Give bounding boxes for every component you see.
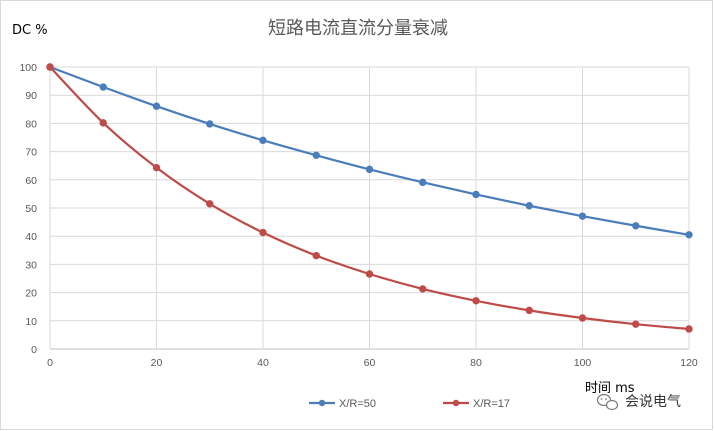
watermark: 会说电气: [596, 393, 681, 411]
legend-label: X/R=17: [473, 398, 510, 410]
tick-labels: 0 10 20 30 40 50 60 70 80 90 100 0 20 40 60 80 100 120: [19, 62, 697, 369]
data-point: [685, 325, 693, 333]
data-point: [578, 314, 587, 322]
series-layer: [46, 63, 693, 333]
legend-item: X/R=50: [309, 398, 376, 410]
x-tick-label: 120: [680, 357, 698, 369]
data-point: [312, 251, 320, 260]
data-point: [525, 306, 533, 315]
data-point: [472, 297, 480, 305]
data-point: [578, 212, 587, 220]
y-tick-label: 60: [25, 175, 37, 187]
data-point: [472, 190, 480, 199]
data-point: [312, 151, 320, 159]
watermark-text: 会说电气: [625, 394, 681, 410]
legend-marker: [452, 399, 460, 407]
data-point: [525, 202, 533, 210]
legend-label: X/R=50: [339, 398, 376, 410]
x-axis-title: 时间 ms: [585, 381, 635, 396]
data-point: [632, 222, 640, 230]
data-point: [259, 136, 267, 145]
y-tick-label: 100: [19, 62, 37, 74]
data-point: [152, 102, 161, 110]
data-point: [99, 83, 107, 91]
x-tick-label: 100: [574, 357, 592, 369]
y-tick-label: 0: [31, 344, 37, 356]
data-point: [365, 165, 374, 174]
data-point: [99, 119, 107, 127]
x-tick-label: 40: [257, 357, 269, 369]
data-point: [365, 270, 374, 278]
legend-marker: [318, 399, 326, 407]
data-point: [419, 285, 427, 293]
data-point: [685, 231, 693, 239]
series-2: [46, 63, 693, 333]
y-tick-label: 20: [25, 288, 37, 300]
wechat-icon: [596, 393, 619, 411]
data-point: [632, 320, 640, 328]
y-tick-label: 40: [25, 231, 37, 243]
chart-title: 短路电流直流分量衰减: [268, 18, 448, 39]
x-tick-label: 60: [364, 357, 376, 369]
data-point: [206, 120, 214, 128]
data-point: [206, 200, 214, 208]
data-point: [152, 163, 161, 172]
y-tick-label: 70: [25, 147, 37, 159]
legend-item: X/R=17: [443, 398, 510, 410]
x-tick-label: 80: [470, 357, 482, 369]
data-point: [419, 178, 427, 187]
y-tick-label: 30: [25, 259, 37, 271]
data-point: [46, 63, 54, 71]
y-axis-title: DC %: [12, 23, 48, 38]
y-tick-label: 80: [25, 118, 37, 130]
y-tick-label: 50: [25, 203, 37, 215]
x-tick-label: 0: [47, 357, 53, 369]
y-tick-label: 10: [25, 316, 37, 328]
data-point: [259, 228, 267, 237]
x-tick-label: 20: [151, 357, 163, 369]
y-tick-label: 90: [25, 90, 37, 102]
legend: X/R=50 X/R=17: [309, 398, 510, 410]
gridlines: [49, 66, 690, 350]
